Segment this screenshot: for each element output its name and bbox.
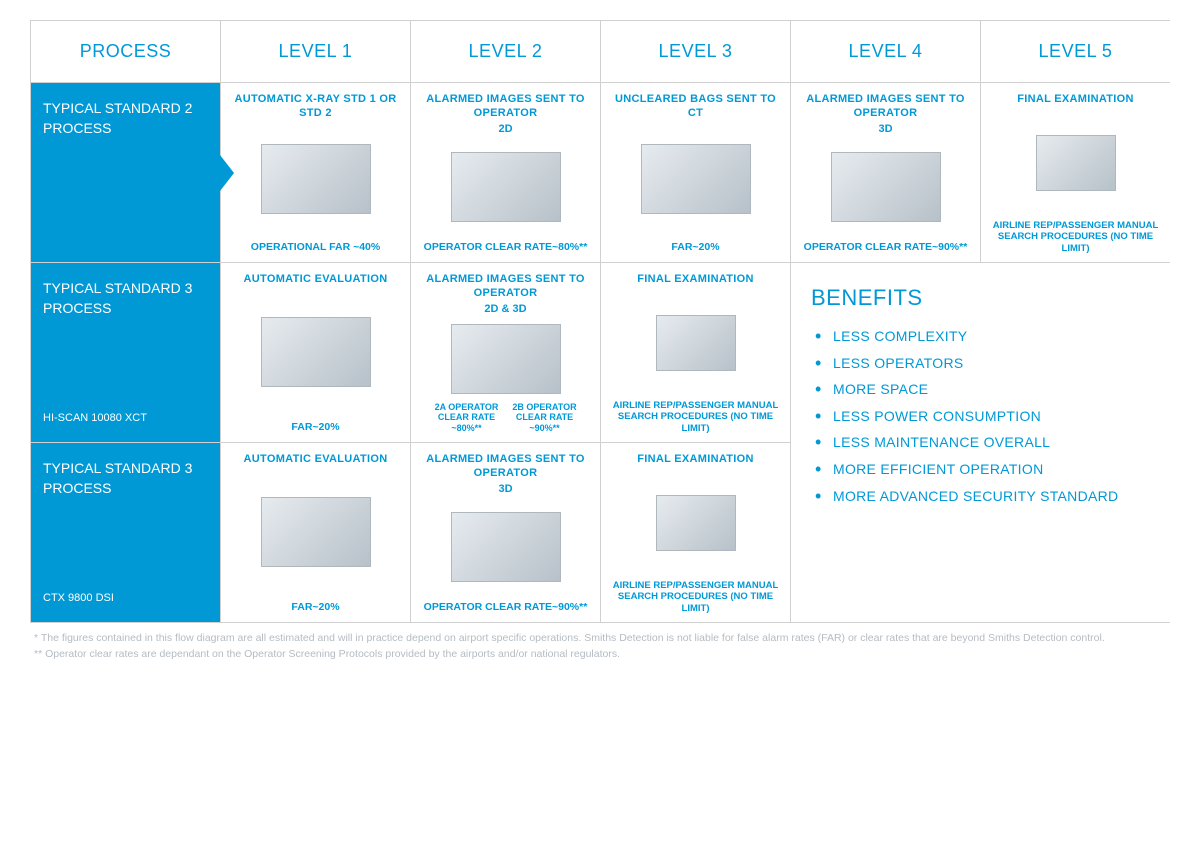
cell-dual-bottom: 2A OPERATOR CLEAR RATE ~80%** 2B OPERATO… [431,402,581,434]
manual-search-image [1036,135,1116,191]
benefit-item: MORE EFFICIENT OPERATION [811,456,1150,483]
operator-screen-image [831,152,941,222]
header-level-1: LEVEL 1 [220,20,410,82]
cell-r1-l1: AUTOMATIC X-RAY STD 1 OR STD 2 OPERATION… [220,82,410,262]
cell-title: ALARMED IMAGES SENT TO OPERATOR [417,93,594,121]
cell-r2-l1: AUTOMATIC EVALUATION FAR~20% [220,262,410,442]
cell-title: ALARMED IMAGES SENT TO OPERATOR [797,93,974,121]
cell-r2-l3: FINAL EXAMINATION AIRLINE REP/PASSENGER … [600,262,790,442]
dual-left: 2A OPERATOR CLEAR RATE ~80%** [431,402,503,434]
benefits-panel: BENEFITS LESS COMPLEXITY LESS OPERATORS … [790,262,1170,622]
cell-r1-l4: ALARMED IMAGES SENT TO OPERATOR 3D OPERA… [790,82,980,262]
cell-r1-l3: UNCLEARED BAGS SENT TO CT FAR~20% [600,82,790,262]
benefit-item: MORE SPACE [811,376,1150,403]
row-label-text: TYPICAL STANDARD 2 PROCESS [43,99,208,138]
cell-bottom: OPERATOR CLEAR RATE~90%** [804,241,968,254]
cell-r3-l3: FINAL EXAMINATION AIRLINE REP/PASSENGER … [600,442,790,622]
cell-bottom: FAR~20% [671,241,719,254]
dual-right: 2B OPERATOR CLEAR RATE ~90%** [509,402,581,434]
header-level-5: LEVEL 5 [980,20,1170,82]
header-level-3: LEVEL 3 [600,20,790,82]
benefit-item: LESS MAINTENANCE OVERALL [811,429,1150,456]
cell-subtitle: 2D [417,123,594,137]
cell-r1-l2: ALARMED IMAGES SENT TO OPERATOR 2D OPERA… [410,82,600,262]
row-label-text: TYPICAL STANDARD 3 PROCESS [43,459,208,498]
benefit-item: MORE ADVANCED SECURITY STANDARD [811,483,1150,510]
process-comparison-grid: PROCESS LEVEL 1 LEVEL 2 LEVEL 3 LEVEL 4 … [30,20,1170,623]
benefits-list: LESS COMPLEXITY LESS OPERATORS MORE SPAC… [811,323,1150,509]
cell-title: FINAL EXAMINATION [637,273,754,287]
cell-bottom: AIRLINE REP/PASSENGER MANUAL SEARCH PROC… [607,400,784,434]
cell-r3-l2: ALARMED IMAGES SENT TO OPERATOR 3D OPERA… [410,442,600,622]
row-label-sub: HI-SCAN 10080 XCT [43,411,208,426]
manual-search-image [656,315,736,371]
benefit-item: LESS POWER CONSUMPTION [811,403,1150,430]
row-label-std3a: TYPICAL STANDARD 3 PROCESS HI-SCAN 10080… [30,262,220,442]
row-label-std3b: TYPICAL STANDARD 3 PROCESS CTX 9800 DSI [30,442,220,622]
row-label-std2: TYPICAL STANDARD 2 PROCESS [30,82,220,262]
cell-bottom: AIRLINE REP/PASSENGER MANUAL SEARCH PROC… [987,220,1164,254]
operator-screen-image [451,152,561,222]
cell-subtitle: 2D & 3D [417,303,594,317]
benefit-item: LESS OPERATORS [811,350,1150,377]
benefit-item: LESS COMPLEXITY [811,323,1150,350]
cell-title: UNCLEARED BAGS SENT TO CT [607,93,784,121]
cell-subtitle: 3D [417,483,594,497]
operator-screen-image [451,512,561,582]
cell-r3-l1: AUTOMATIC EVALUATION FAR~20% [220,442,410,622]
header-process: PROCESS [30,20,220,82]
cell-bottom: FAR~20% [291,421,339,434]
cell-title: ALARMED IMAGES SENT TO OPERATOR [417,453,594,481]
cell-bottom: AIRLINE REP/PASSENGER MANUAL SEARCH PROC… [607,580,784,614]
footnote-1: * The figures contained in this flow dia… [34,631,1166,645]
cell-title: AUTOMATIC EVALUATION [244,453,388,467]
benefits-heading: BENEFITS [811,285,1150,311]
cell-bottom: FAR~20% [291,601,339,614]
ct-scanner-image [641,144,751,214]
ctx-machine-image [261,497,371,567]
operator-screen-image [451,324,561,394]
header-level-2: LEVEL 2 [410,20,600,82]
footnote-2: ** Operator clear rates are dependant on… [34,647,1166,661]
cell-title: AUTOMATIC X-RAY STD 1 OR STD 2 [227,93,404,121]
hiscan-machine-image [261,317,371,387]
cell-subtitle: 3D [797,123,974,137]
row-label-sub: CTX 9800 DSI [43,591,208,606]
cell-bottom: OPERATIONAL FAR ~40% [251,241,380,254]
cell-title: FINAL EXAMINATION [1017,93,1134,107]
header-level-4: LEVEL 4 [790,20,980,82]
cell-r2-l2: ALARMED IMAGES SENT TO OPERATOR 2D & 3D … [410,262,600,442]
xray-machine-image [261,144,371,214]
cell-title: FINAL EXAMINATION [637,453,754,467]
cell-bottom: OPERATOR CLEAR RATE~80%** [424,241,588,254]
manual-search-image [656,495,736,551]
row-label-text: TYPICAL STANDARD 3 PROCESS [43,279,208,318]
cell-r1-l5: FINAL EXAMINATION AIRLINE REP/PASSENGER … [980,82,1170,262]
cell-title: AUTOMATIC EVALUATION [244,273,388,287]
cell-title: ALARMED IMAGES SENT TO OPERATOR [417,273,594,301]
footnotes: * The figures contained in this flow dia… [30,631,1170,661]
cell-bottom: OPERATOR CLEAR RATE~90%** [424,601,588,614]
